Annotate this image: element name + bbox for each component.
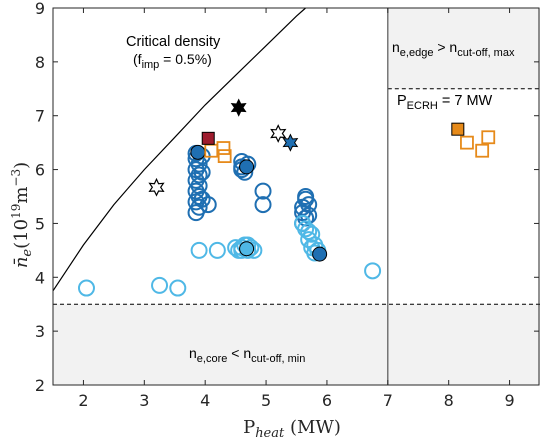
data-point-circle [364,262,382,280]
markers-layer [77,98,496,297]
data-point-circle [193,163,211,181]
data-point-hexagram-filled [230,98,247,117]
data-point-square-filled [451,122,465,136]
data-point-circle [199,196,217,214]
critical-density-curve [52,7,306,292]
data-point-circle [300,231,318,249]
x-tick-label: 2 [78,391,88,410]
data-point-circle [254,182,272,200]
data-point-circle [169,279,187,297]
data-point-circle [254,196,272,214]
x-axis-label: Pheat (MW) [243,417,341,440]
x-tick-label: 9 [504,391,514,410]
data-point-hexagram-filled [282,133,299,152]
data-point-circle [151,276,169,294]
y-tick-label: 3 [35,322,45,341]
y-tick-label: 9 [35,0,45,18]
annotation-critical-density: Critical density [126,34,221,50]
data-point-circle [187,204,205,222]
axis-ticks: 2 3 4 5 6 7 8 9 2 3 4 5 6 7 8 9 [35,0,539,410]
annotation-fimp: (fimp = 0.5%) [133,51,212,71]
data-point-square [475,143,490,158]
y-tick-label: 6 [35,161,45,180]
y-tick-label: 4 [35,268,45,287]
y-tick-label: 2 [35,376,45,395]
x-tick-label: 6 [322,391,332,410]
x-tick-label: 8 [444,391,454,410]
annotation-ecrh: PECRH = 7 MW [397,93,493,112]
y-tick-label: 5 [35,214,45,233]
y-tick-label: 7 [35,107,45,126]
data-point-circle-filled [312,246,328,262]
x-tick-label: 4 [200,391,210,410]
data-point-circle [190,241,208,259]
shade-region-core [53,304,540,385]
annotation-core-cutoff: ne,core < ncut-off, min [189,345,305,365]
data-point-circle [300,223,318,241]
data-point-circle-filled [190,144,206,160]
data-point-circle [77,279,95,297]
data-point-circle-filled [239,159,255,175]
data-point-square [460,135,474,150]
data-point-square [217,149,232,164]
data-point-circle [297,220,315,238]
data-point-hexagram [148,177,165,197]
data-point-circle [193,190,211,208]
data-point-hexagram [270,124,287,143]
shade-region-edge [387,8,540,89]
data-point-square-filled [201,131,215,145]
y-axis-label: n̄e(1019m−3) [9,162,35,268]
data-point-circle [208,241,226,259]
data-point-circle-filled [239,241,255,257]
y-tick-label: 8 [35,53,45,72]
plot-frame [52,7,540,386]
x-tick-label: 3 [139,391,149,410]
x-tick-label: 7 [383,391,393,410]
annotation-edge-cutoff: ne,edge > ncut-off, max [392,39,515,59]
x-tick-label: 5 [261,391,271,410]
data-point-square [481,130,496,145]
